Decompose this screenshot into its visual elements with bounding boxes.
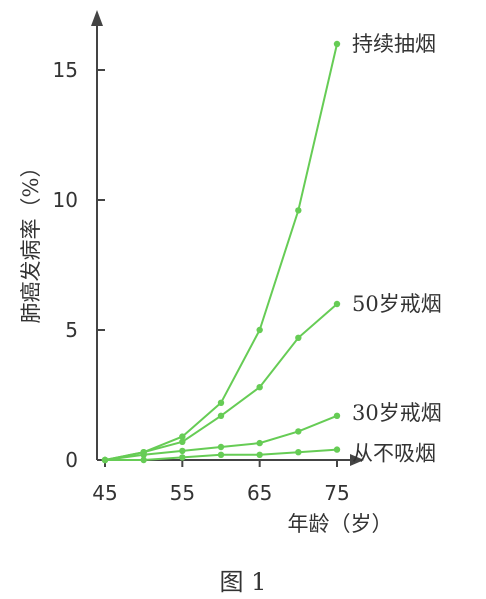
- series-line: [104, 43, 338, 461]
- data-point: [217, 399, 225, 406]
- data-point: [217, 451, 225, 458]
- y-axis-title: 肺癌发病率（%）: [19, 157, 43, 324]
- y-axis: [91, 10, 103, 460]
- x-axis-title: 年龄（岁）: [288, 512, 393, 536]
- data-point: [333, 412, 341, 419]
- data-point: [179, 454, 186, 461]
- x-tick-label: 55: [170, 481, 195, 505]
- data-point: [295, 334, 302, 341]
- data-point: [256, 326, 263, 334]
- data-point: [333, 40, 341, 48]
- data-point: [217, 443, 225, 451]
- series-label: 50岁戒烟: [352, 292, 442, 316]
- figure-caption: 图 1: [219, 568, 267, 596]
- series-label: 持续抽烟: [352, 32, 436, 56]
- y-tick-label: 5: [65, 318, 78, 342]
- data-point: [256, 384, 263, 391]
- x-tick-label: 45: [92, 481, 117, 505]
- data-point: [333, 300, 341, 308]
- data-point: [295, 207, 302, 214]
- y-tick-label: 15: [53, 58, 78, 82]
- data-point: [256, 451, 263, 458]
- data-point: [101, 456, 109, 464]
- series-line: [104, 303, 338, 461]
- x-tick-label: 65: [247, 481, 272, 505]
- data-point: [179, 447, 186, 455]
- y-ticks: 0 5 10 15: [53, 58, 105, 472]
- data-point: [256, 439, 263, 447]
- data-point: [179, 438, 186, 445]
- y-tick-label: 10: [53, 188, 78, 212]
- series-label: 30岁戒烟: [352, 401, 442, 425]
- data-point: [295, 428, 302, 435]
- data-point: [179, 433, 186, 440]
- x-tick-label: 75: [324, 481, 349, 505]
- data-point: [295, 449, 302, 456]
- y-tick-label: 0: [65, 448, 78, 472]
- data-point: [140, 456, 147, 464]
- data-point: [333, 446, 341, 453]
- x-ticks: 45 55 65 75: [92, 460, 350, 505]
- series-group: [101, 40, 341, 464]
- data-point: [140, 451, 147, 458]
- data-point: [217, 412, 225, 419]
- series-label: 从不吸烟: [352, 442, 436, 466]
